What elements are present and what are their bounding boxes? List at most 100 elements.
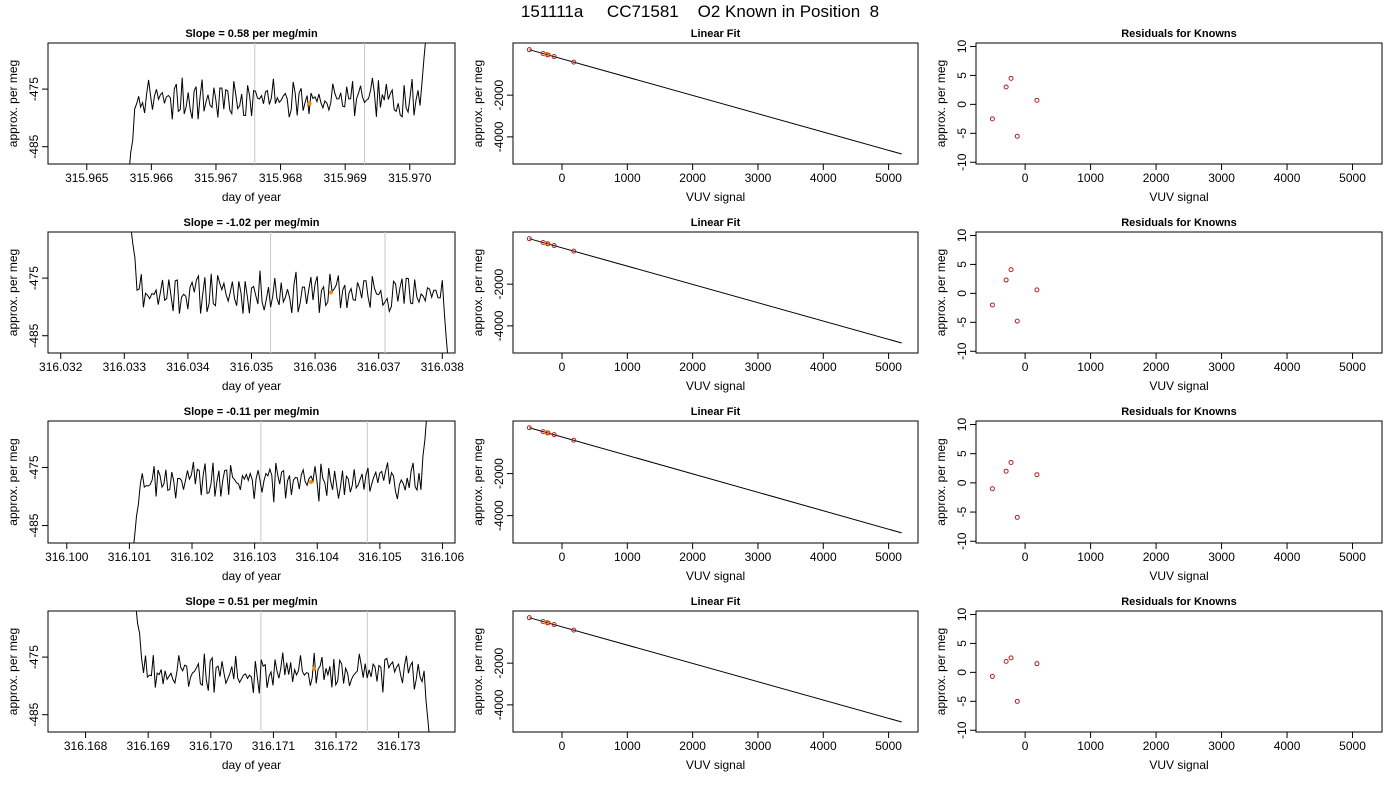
x-tick-label: 316.033 [103,360,147,374]
panel-title: Linear Fit [691,28,741,40]
known-point [551,54,557,60]
x-axis-label: day of year [222,569,281,583]
y-tick-label: -10 [955,721,969,739]
x-tick-label: 316.101 [108,550,152,564]
x-tick-label: 1000 [614,171,641,185]
x-tick-label: 0 [559,360,566,374]
y-tick-label: -475 [27,645,41,669]
residual-point [1003,658,1009,664]
panel-linear-fit: Linear Fit 0 1000 2000 3000 4000 5000 -4000 -200… [471,217,919,393]
x-tick-label: 2000 [1143,360,1170,374]
signal-line [133,421,427,543]
x-tick-label: 3000 [745,550,772,564]
plot-frame [512,420,919,544]
x-tick-label: 0 [559,550,566,564]
x-tick-label: 316.169 [126,739,170,753]
x-tick-label: 5000 [1339,360,1366,374]
y-tick-label: 0 [955,479,969,486]
page-title: 151111a CC71581 O2 Known in Position 8 [520,2,880,21]
x-tick-label: 1000 [614,360,641,374]
panel-title: Slope = 0.51 per meg/min [185,596,318,608]
x-tick-label: 0 [1022,739,1029,753]
x-tick-label: 1000 [1077,739,1104,753]
x-tick-label: 316.105 [358,550,402,564]
residual-point [1014,318,1020,324]
x-tick-label: 3000 [745,739,772,753]
plot-area [989,75,1040,139]
y-axis-label: approx. per meg [471,249,485,336]
y-tick-label: -5 [955,506,969,517]
x-tick-label: 1000 [1077,171,1104,185]
y-tick-label: -5 [955,128,969,139]
y-tick-label: -5 [955,317,969,328]
fit-line [529,238,902,344]
plot-area [989,459,1040,520]
x-tick-label: 316.104 [296,550,340,564]
x-axis-label: VUV signal [1149,758,1208,772]
y-tick-label: -2000 [492,647,506,678]
residual-point [1034,287,1040,293]
x-tick-label: 1000 [614,739,641,753]
plot-area [526,47,902,155]
y-tick-label: 5 [955,640,969,647]
x-tick-label: 315.969 [323,171,367,185]
x-tick-label: 316.032 [39,360,83,374]
x-tick-label: 315.967 [194,171,238,185]
y-axis-label: approx. per meg [6,438,20,525]
panel-title: Slope = -1.02 per meg/min [183,217,319,229]
plot-area [129,43,426,164]
x-tick-label: 5000 [875,171,902,185]
panel-time-series: Slope = 0.58 per meg/min 315.965 315.966 31… [6,28,456,204]
x-tick-label: 3000 [745,171,772,185]
x-tick-label: 2000 [679,550,706,564]
panel-residuals: Residuals for Knowns 0 1000 2000 3000 4000 500… [934,217,1383,393]
plot-area [526,425,902,534]
x-axis-label: VUV signal [1149,190,1208,204]
panel-linear-fit: Linear Fit 0 1000 2000 3000 4000 5000 -4000 -200… [471,596,919,772]
known-point [526,236,532,242]
x-tick-label: 2000 [1143,550,1170,564]
panel-title: Residuals for Knowns [1121,217,1237,229]
signal-line [130,232,449,353]
known-point [526,47,532,53]
known-point [545,52,551,58]
x-tick-label: 2000 [1143,739,1170,753]
x-axis-label: VUV signal [1149,569,1208,583]
x-tick-label: 316.102 [170,550,214,564]
x-axis-label: VUV signal [686,190,745,204]
x-tick-label: 5000 [875,360,902,374]
y-axis-label: approx. per meg [934,60,948,147]
residual-point [1034,661,1040,667]
plot-area [526,615,902,723]
x-tick-label: 1000 [1077,360,1104,374]
y-tick-label: 0 [955,290,969,297]
y-axis-label: approx. per meg [934,249,948,336]
y-tick-label: -475 [27,77,41,101]
residual-point [1008,267,1014,273]
x-tick-label: 315.968 [259,171,303,185]
x-tick-label: 315.966 [130,171,174,185]
plot-frame [975,231,1383,354]
plot-frame [975,420,1383,544]
plot-frame [47,420,456,544]
residual-point [1003,277,1009,283]
known-point [526,615,532,621]
panel-residuals: Residuals for Knowns 0 1000 2000 3000 4000 500… [934,28,1383,204]
residual-point [1034,472,1040,478]
y-axis-label: approx. per meg [471,438,485,525]
x-tick-label: 316.103 [233,550,277,564]
y-tick-label: -475 [27,266,41,290]
y-tick-label: -4000 [492,121,506,152]
highlight-point [312,666,317,671]
y-tick-label: 0 [955,669,969,676]
panel-time-series: Slope = -1.02 per meg/min 316.032 316.033 3… [6,217,464,393]
residual-point [989,673,995,679]
panel-title: Linear Fit [691,596,741,608]
x-tick-label: 2000 [679,360,706,374]
known-point [551,243,557,249]
x-tick-label: 315.965 [65,171,109,185]
panel-title: Slope = -0.11 per meg/min [184,406,320,418]
plot-area [526,236,902,344]
known-point [571,627,577,633]
x-tick-label: 0 [1022,171,1029,185]
